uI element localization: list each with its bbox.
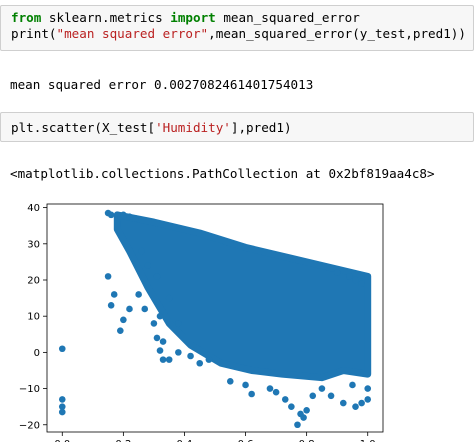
- scatter-point: [159, 338, 167, 345]
- scatter-point: [364, 396, 372, 403]
- scatter-point: [156, 347, 164, 354]
- code-token: "mean squared error": [56, 26, 209, 41]
- code-line: from sklearn.metrics import mean_squared…: [11, 10, 467, 26]
- scatter-point: [318, 385, 326, 392]
- scatter-point: [126, 213, 133, 220]
- y-tick-label: 10: [27, 312, 40, 323]
- x-tick-label: 1.0: [360, 439, 376, 442]
- plot-marks: [58, 209, 372, 429]
- scatter-point: [120, 211, 127, 219]
- scatter-point: [153, 273, 161, 280]
- scatter-point: [175, 349, 182, 356]
- scatter-plot: 0.0 0.2 0.4 0.6 0.8 1.0 −20 −10 0 10 20 30 40: [19, 203, 384, 442]
- x-tick-label: 0.2: [115, 439, 131, 442]
- scatter-point: [187, 352, 194, 360]
- x-tick-label: 0.0: [54, 439, 70, 442]
- scatter-point: [266, 385, 274, 392]
- scatter-point: [288, 403, 295, 410]
- code-token: from: [11, 10, 42, 25]
- scatter-point: [303, 406, 310, 414]
- scatter-point: [358, 280, 365, 287]
- scatter-point: [364, 385, 372, 392]
- code-token: print(: [11, 26, 57, 41]
- y-tick-label: 30: [27, 239, 40, 250]
- scatter-point: [138, 247, 145, 255]
- code-line: print("mean squared error",mean_squared_…: [11, 26, 467, 42]
- scatter-point: [107, 211, 115, 219]
- scatter-point: [242, 381, 249, 389]
- cell-output-1: mean squared error 0.0027082461401754013: [10, 77, 314, 92]
- scatter-point: [327, 392, 335, 400]
- x-tick-label: 0.8: [299, 439, 315, 442]
- code-cell-input-2[interactable]: plt.scatter(X_test['Humidity'],pred1): [0, 112, 474, 142]
- scatter-point: [339, 399, 347, 407]
- scatter-point: [58, 408, 66, 416]
- scatter-point: [309, 392, 317, 400]
- scatter-point: [58, 396, 66, 403]
- axis-ticks: 0.0 0.2 0.4 0.6 0.8 1.0 −20 −10 0 10 20 30 40: [19, 203, 376, 442]
- y-tick-label: 20: [27, 276, 40, 287]
- scatter-point: [281, 396, 289, 403]
- code-token: ,mean_squared_error(y_test,pred1)): [208, 26, 466, 41]
- scatter-point: [58, 345, 66, 353]
- scatter-point: [358, 399, 365, 407]
- code-token: mean_squared_error: [215, 10, 360, 25]
- code-token: 'Humidity': [155, 120, 231, 135]
- scatter-point: [346, 273, 353, 280]
- scatter-point: [58, 403, 66, 410]
- scatter-point: [294, 421, 301, 429]
- scatter-point: [135, 291, 142, 298]
- scatter-point: [117, 327, 124, 334]
- code-token: plt.scatter(X_test[: [11, 120, 156, 135]
- scatter-point: [364, 273, 372, 280]
- scatter-point: [110, 291, 118, 298]
- scatter-point: [159, 356, 167, 363]
- scatter-point: [352, 403, 359, 410]
- code-line: plt.scatter(X_test['Humidity'],pred1): [11, 120, 467, 136]
- scatter-point: [300, 414, 307, 421]
- x-tick-label: 0.6: [238, 439, 254, 442]
- scatter-point: [132, 215, 139, 222]
- cell-output-2: <matplotlib.collections.PathCollection a…: [10, 166, 435, 181]
- x-tick-label: 0.4: [177, 439, 193, 442]
- scatter-point: [126, 305, 133, 313]
- scatter-point: [150, 320, 158, 327]
- axes-frame: [46, 203, 384, 433]
- scatter-point: [352, 276, 359, 284]
- y-tick-label: 40: [27, 203, 40, 214]
- scatter-point: [107, 302, 115, 309]
- scatter-point: [144, 262, 152, 269]
- scatter-point: [141, 305, 149, 313]
- scatter-point: [120, 316, 127, 324]
- scatter-point: [196, 359, 204, 367]
- scatter-point: [248, 390, 255, 398]
- scatter-point: [205, 356, 213, 363]
- y-tick-label: −10: [19, 384, 40, 395]
- y-tick-label: −20: [19, 420, 40, 431]
- scatter-point: [272, 388, 280, 396]
- scatter-point: [165, 356, 173, 363]
- code-token: sklearn.metrics: [41, 10, 171, 25]
- scatter-point: [104, 273, 112, 280]
- code-cell-input-1[interactable]: from sklearn.metrics import mean_squared…: [0, 5, 474, 51]
- scatter-point: [175, 320, 182, 327]
- scatter-point: [333, 269, 341, 277]
- scatter-point: [153, 334, 161, 342]
- code-token: ],pred1): [230, 120, 292, 135]
- scatter-point: [165, 294, 173, 302]
- y-tick-label: 0: [34, 348, 40, 359]
- scatter-point: [226, 378, 234, 385]
- code-token: import: [170, 10, 216, 25]
- scatter-point: [349, 381, 356, 389]
- scatter-point: [156, 312, 164, 320]
- dense-point-cloud: [113, 211, 372, 382]
